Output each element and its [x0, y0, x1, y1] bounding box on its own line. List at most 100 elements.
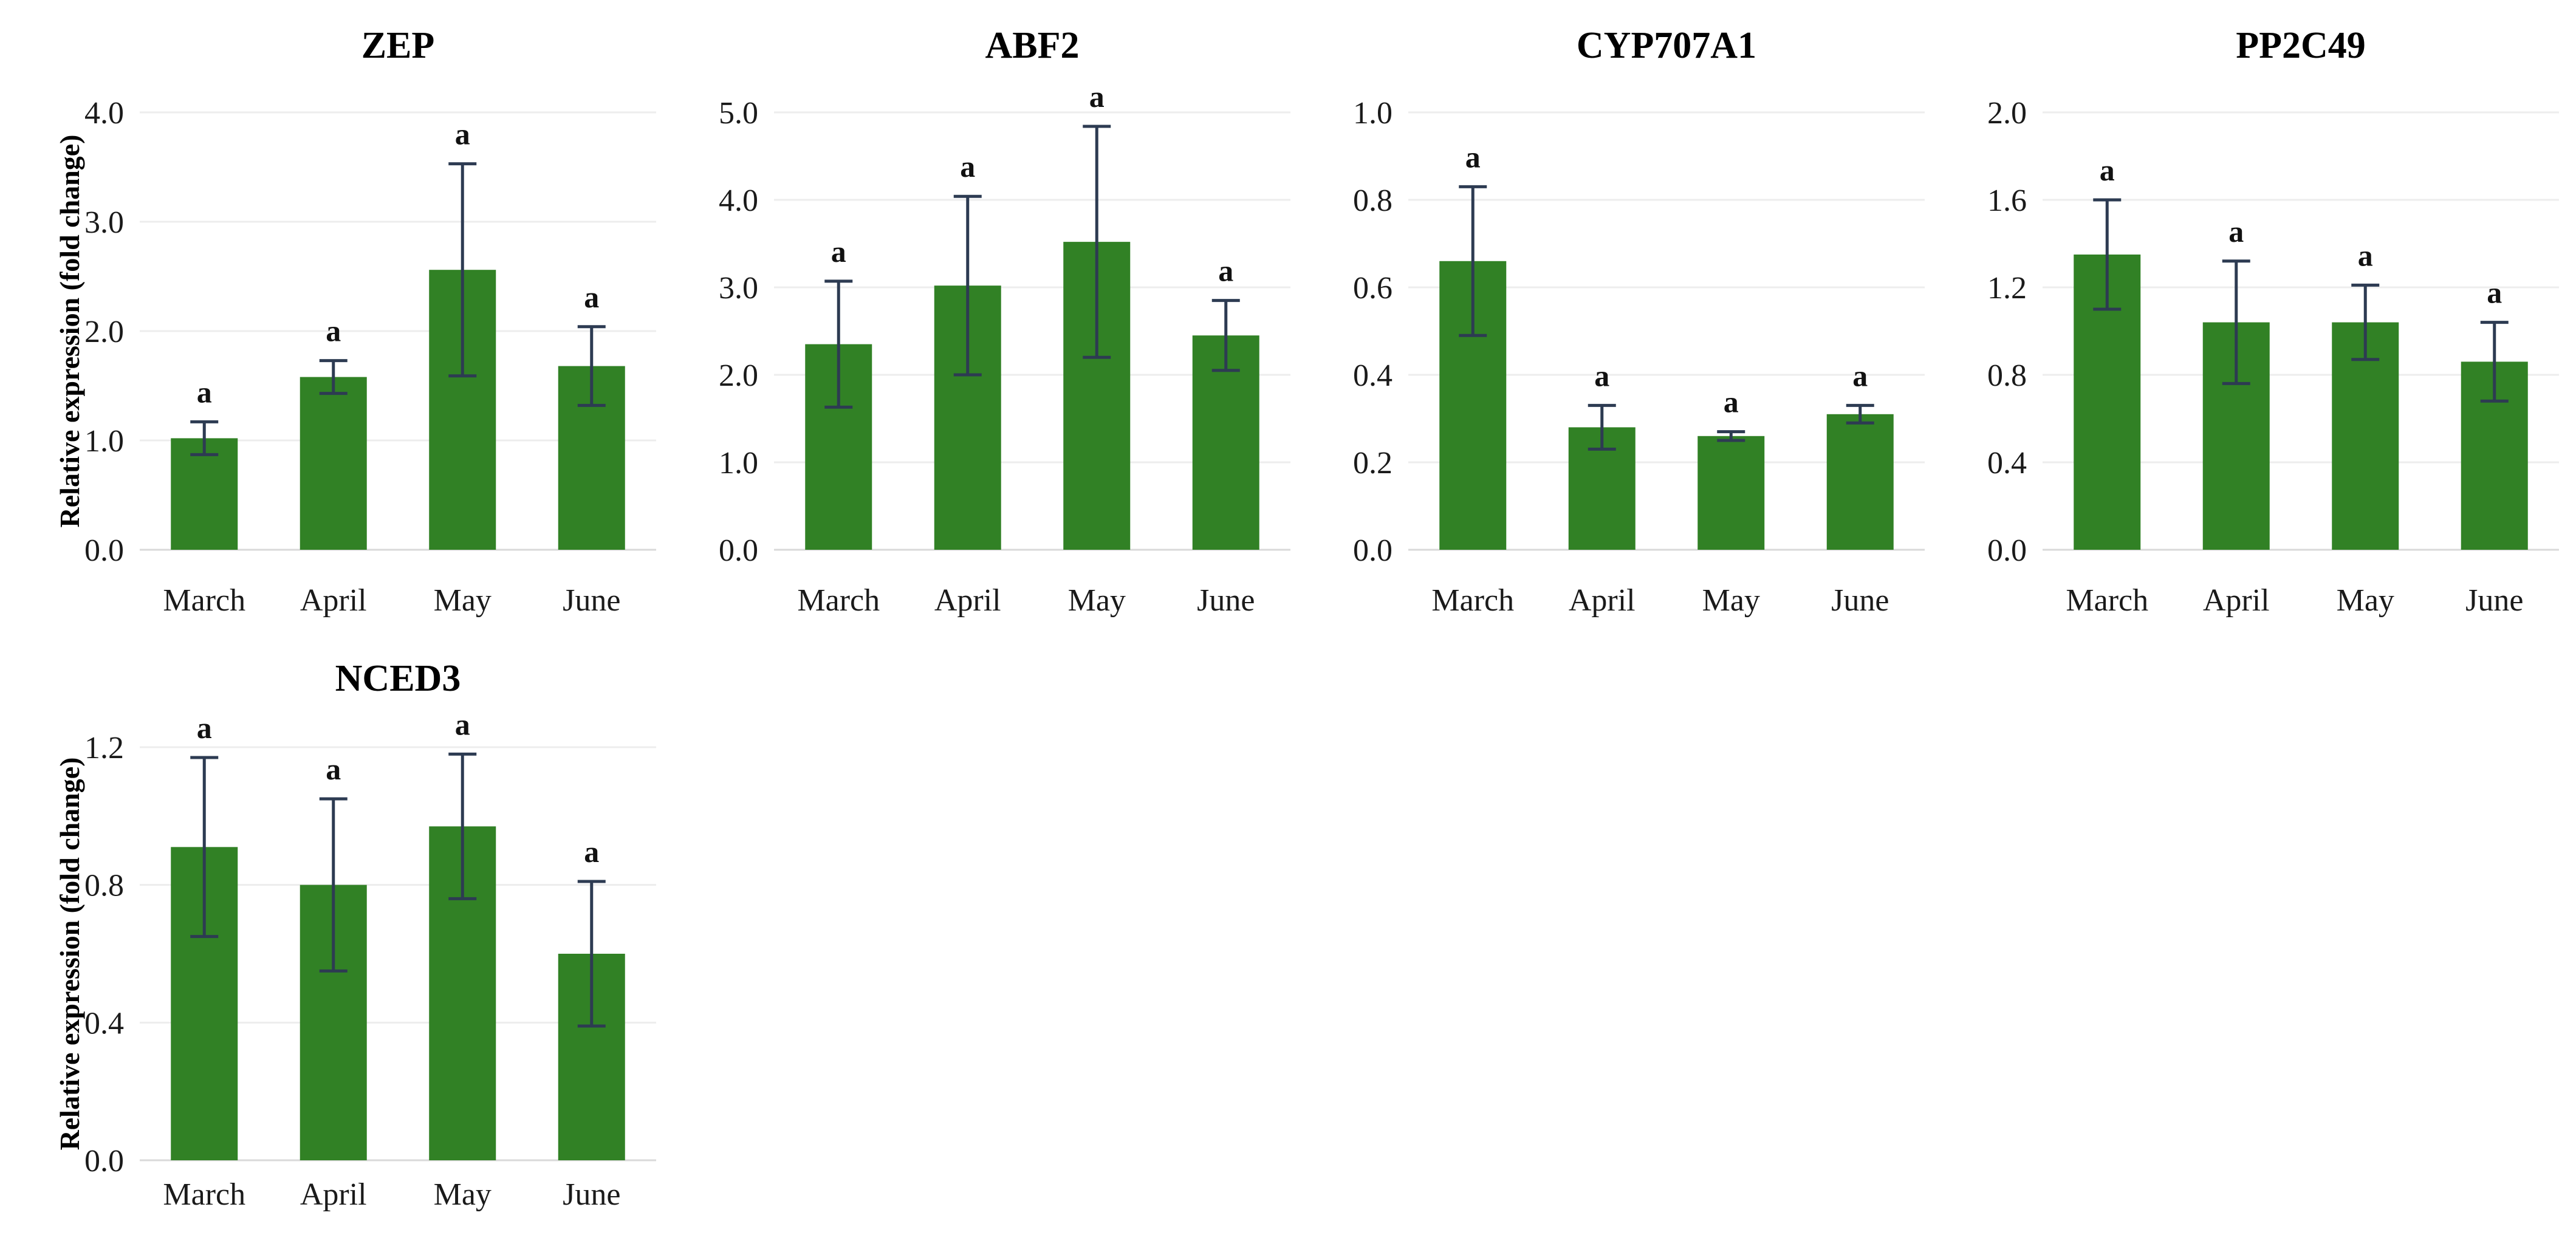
x-category-label-march: March — [2066, 583, 2148, 618]
sig-label-june: a — [1852, 358, 1868, 392]
error-bar-june — [1846, 403, 1874, 425]
y-tick-label: 3.0 — [84, 205, 124, 240]
y-tick-label: 0.0 — [1353, 533, 1392, 568]
bar-april — [300, 377, 367, 550]
x-category-label-may: May — [2337, 583, 2394, 618]
sig-label-april: a — [326, 314, 341, 348]
y-tick-label: 0.6 — [1353, 271, 1392, 306]
error-bar-june — [2480, 321, 2509, 403]
x-category-label-april: April — [934, 583, 1001, 618]
x-category-label-june: June — [1197, 583, 1255, 618]
y-tick-label: 1.2 — [1987, 271, 2027, 306]
sig-label-may: a — [455, 707, 470, 741]
bar-chart-abf2: 0.0 1.0 2.0 3.0 4.0 5.0 a March a April a May a June A… — [683, 6, 1303, 638]
y-tick-label: 0.4 — [1987, 446, 2027, 481]
bar-chart-pp2c49: 0.0 0.4 0.8 1.2 1.6 2.0 a March a April a May a June P… — [1951, 6, 2571, 638]
chart-abf2: 0.0 1.0 2.0 3.0 4.0 5.0 a March a April a May a June A… — [683, 6, 1303, 638]
error-bar-march — [824, 279, 853, 409]
sig-label-may: a — [1724, 385, 1739, 419]
y-tick-label: 2.0 — [84, 315, 124, 349]
x-category-label-april: April — [300, 583, 367, 618]
x-category-label-june: June — [1831, 583, 1889, 618]
x-category-label-june: June — [563, 583, 620, 618]
y-tick-label: 0.8 — [1353, 183, 1392, 218]
sig-label-june: a — [584, 835, 599, 869]
bar-march — [171, 438, 238, 550]
chart-title: CYP707A1 — [1577, 25, 1756, 66]
x-category-label-april: April — [2203, 583, 2270, 618]
error-bar-march — [2093, 198, 2122, 311]
sig-label-march: a — [197, 711, 212, 745]
error-bar-april — [319, 797, 348, 973]
sig-label-may: a — [1089, 80, 1105, 114]
sig-label-march: a — [197, 375, 212, 409]
error-bar-june — [1211, 299, 1240, 372]
y-axis-label: Relative expression (fold change) — [54, 758, 85, 1151]
y-tick-label: 0.8 — [1987, 358, 2027, 393]
sig-label-april: a — [1594, 358, 1609, 392]
y-tick-label: 0.2 — [1353, 446, 1392, 481]
error-bar-may — [448, 162, 477, 378]
x-category-label-march: March — [1431, 583, 1514, 618]
error-bar-may — [448, 752, 477, 900]
chart-zep: 0.0 1.0 2.0 3.0 4.0 a March a April a May a June ZEP R… — [12, 6, 668, 638]
error-bar-april — [319, 359, 348, 395]
chart-pp2c49: 0.0 0.4 0.8 1.2 1.6 2.0 a March a April a May a June P… — [1951, 6, 2571, 638]
y-tick-label: 0.0 — [84, 1144, 124, 1179]
error-bar-april — [2222, 259, 2250, 385]
y-tick-label: 4.0 — [719, 183, 758, 218]
x-category-label-march: March — [163, 1177, 245, 1212]
x-category-label-april: April — [1569, 583, 1636, 618]
sig-label-april: a — [326, 752, 341, 786]
error-bar-march — [190, 420, 219, 456]
y-tick-label: 1.0 — [719, 446, 758, 481]
y-tick-label: 2.0 — [1987, 96, 2027, 131]
error-bar-march — [1459, 185, 1487, 337]
chart-title: ZEP — [361, 25, 435, 66]
x-category-label-april: April — [300, 1177, 367, 1212]
y-tick-label: 1.0 — [84, 424, 124, 459]
y-tick-label: 0.4 — [1353, 358, 1392, 393]
x-category-label-may: May — [434, 583, 492, 618]
y-tick-label: 4.0 — [84, 96, 124, 131]
x-category-label-may: May — [1702, 583, 1760, 618]
y-axis-label: Relative expression (fold change) — [54, 135, 85, 528]
chart-nced3: 0.0 0.4 0.8 1.2 a March a April a May a June NCED3 Re… — [12, 653, 668, 1230]
sig-label-june: a — [2487, 276, 2502, 310]
sig-label-may: a — [2358, 238, 2373, 272]
y-tick-label: 0.0 — [719, 533, 758, 568]
chart-title: NCED3 — [335, 658, 461, 699]
y-tick-label: 1.2 — [84, 731, 124, 765]
chart-row-top: 0.0 1.0 2.0 3.0 4.0 a March a April a May a June ZEP R… — [12, 6, 2576, 638]
bar-chart-nced3: 0.0 0.4 0.8 1.2 a March a April a May a June NCED3 Re… — [12, 653, 668, 1230]
error-bar-may — [1717, 430, 1745, 442]
sig-label-april: a — [2228, 214, 2244, 248]
sig-label-june: a — [584, 280, 599, 314]
y-tick-label: 2.0 — [719, 358, 758, 393]
error-bar-march — [190, 756, 219, 939]
y-tick-label: 3.0 — [719, 271, 758, 306]
y-tick-label: 5.0 — [719, 96, 758, 131]
error-bar-april — [953, 194, 982, 377]
x-category-label-may: May — [434, 1177, 492, 1212]
error-bar-april — [1588, 403, 1616, 451]
sig-label-march: a — [1465, 140, 1481, 174]
chart-title: ABF2 — [985, 25, 1080, 66]
x-category-label-may: May — [1068, 583, 1126, 618]
sig-label-march: a — [2100, 153, 2115, 187]
error-bar-may — [2351, 283, 2380, 361]
sig-label-june: a — [1218, 254, 1233, 288]
chart-cyp707a1: 0.0 0.2 0.4 0.6 0.8 1.0 a March a April a May a June C… — [1317, 6, 1937, 638]
error-bar-june — [577, 880, 606, 1028]
y-tick-label: 0.8 — [84, 869, 124, 903]
bar-chart-zep: 0.0 1.0 2.0 3.0 4.0 a March a April a May a June ZEP R… — [12, 6, 668, 638]
sig-label-may: a — [455, 117, 470, 151]
bar-may — [1697, 436, 1765, 550]
error-bar-june — [577, 325, 606, 407]
sig-label-april: a — [960, 149, 975, 183]
x-category-label-march: March — [797, 583, 880, 618]
sig-label-march: a — [831, 234, 846, 269]
y-tick-label: 0.0 — [84, 533, 124, 568]
x-category-label-june: June — [563, 1177, 620, 1212]
